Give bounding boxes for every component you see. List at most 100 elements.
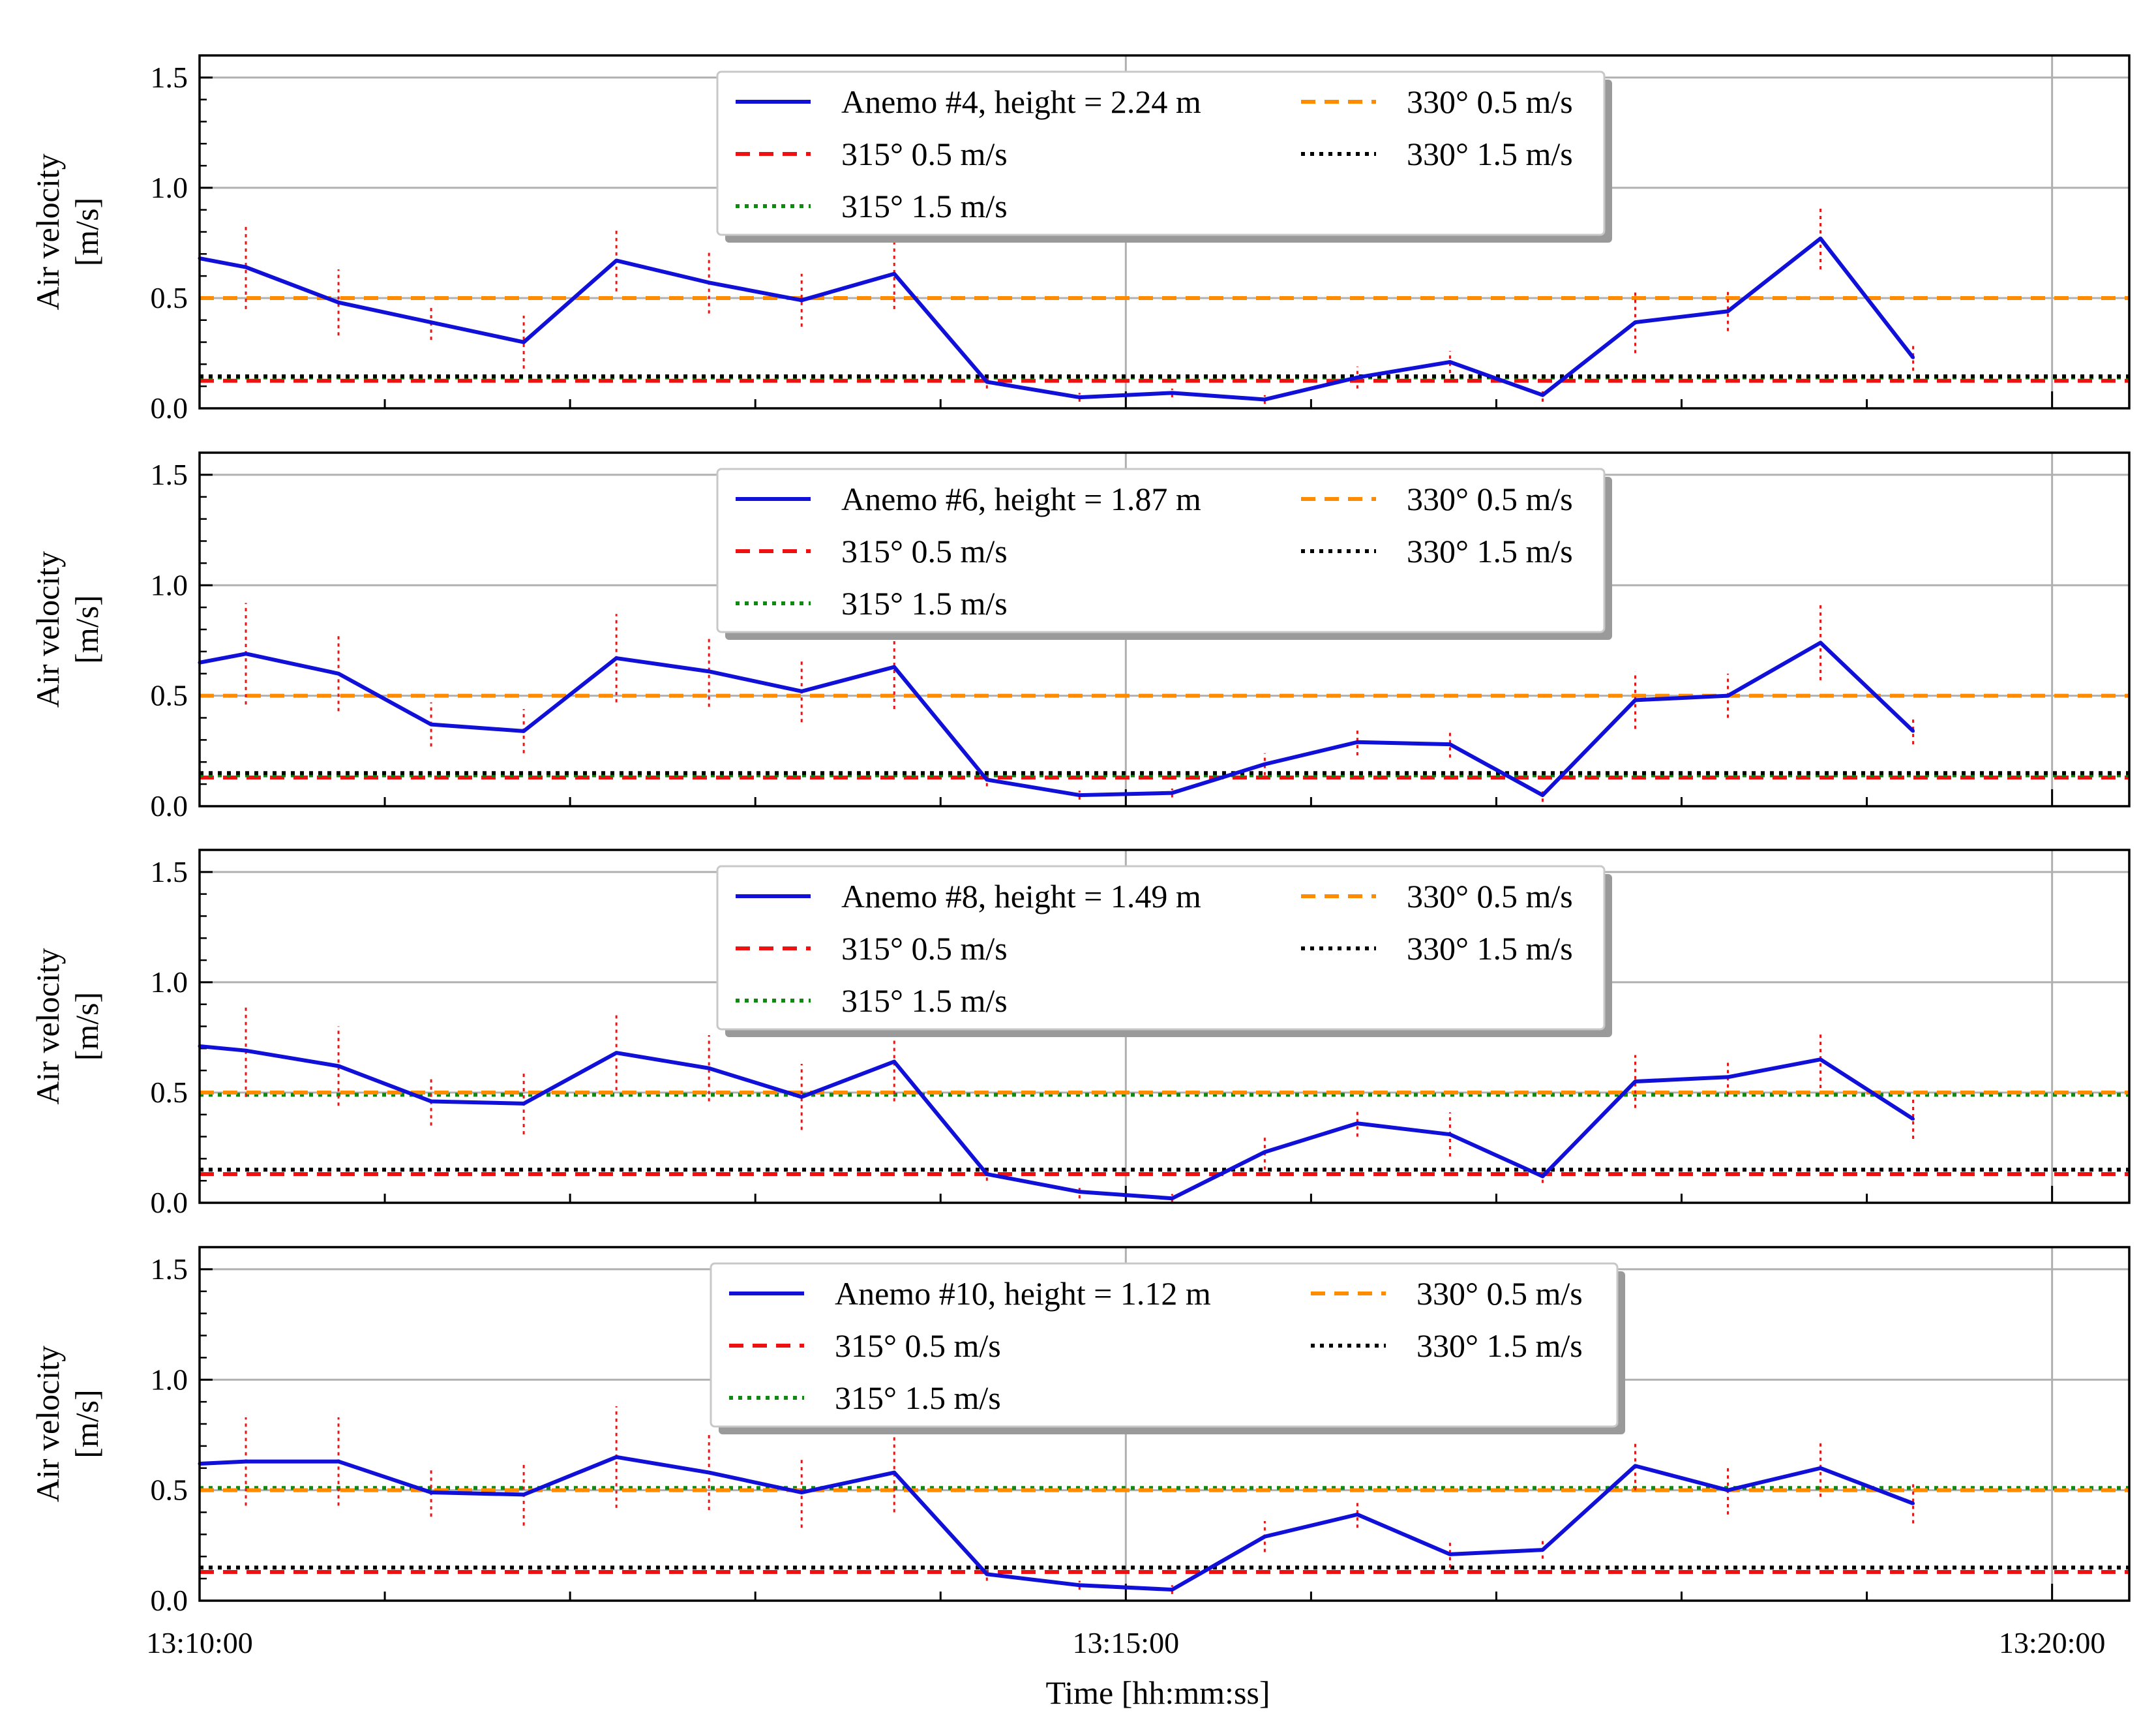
- legend-label: 330° 1.5 m/s: [1407, 930, 1573, 967]
- data-point: [337, 1064, 340, 1068]
- measured-series-line: [199, 1455, 1914, 1592]
- data-point: [1263, 1535, 1266, 1539]
- data-point: [1819, 1466, 1823, 1470]
- legend-label: 315° 0.5 m/s: [835, 1327, 1001, 1364]
- data-point: [1911, 1502, 1915, 1505]
- y-axis-label-line: Air velocity: [29, 1346, 66, 1502]
- chart-panel-1: 0.0 0.5 1.0 1.5 Air velocity[m/s] Anemo #4, h…: [29, 54, 2131, 425]
- legend-label: 330° 1.5 m/s: [1407, 136, 1573, 172]
- measured-series-line: [199, 1044, 1915, 1201]
- data-point: [1540, 1174, 1544, 1178]
- data-point: [800, 689, 803, 693]
- chart-panel-4: 0.0 0.5 1.0 1.5 Air velocity[m/s] Anemo #10, …: [29, 1246, 2131, 1617]
- data-point: [337, 672, 340, 676]
- data-point: [800, 1095, 803, 1099]
- legend-label: 315° 1.5 m/s: [841, 188, 1008, 224]
- data-point: [1263, 763, 1266, 766]
- data-point: [1448, 1552, 1452, 1556]
- data-point: [244, 652, 248, 656]
- data-point: [1819, 1057, 1823, 1061]
- y-tick-label: 0.5: [151, 1076, 188, 1109]
- legend-label: Anemo #10, height = 1.12 m: [835, 1275, 1211, 1312]
- y-axis-label: Air velocity[m/s]: [29, 551, 105, 708]
- y-tick-label: 1.0: [151, 171, 188, 204]
- axes-frame: [198, 54, 2131, 410]
- data-point: [707, 280, 711, 284]
- data-point: [892, 272, 896, 276]
- data-point: [1170, 1588, 1174, 1592]
- y-tick-label: 1.0: [151, 568, 188, 601]
- data-point: [707, 669, 711, 673]
- y-tick-label: 0.5: [151, 1473, 188, 1507]
- axes-frame: [198, 849, 2131, 1204]
- data-point: [1170, 1196, 1174, 1200]
- data-point: [1726, 694, 1730, 698]
- legend-label: 315° 1.5 m/s: [841, 585, 1008, 622]
- data-point: [244, 1460, 248, 1464]
- y-axis-label-line: [m/s]: [68, 1389, 105, 1458]
- y-axis-label: Air velocity[m/s]: [29, 1346, 105, 1502]
- data-point: [1911, 355, 1915, 359]
- legend-label: 330° 1.5 m/s: [1407, 533, 1573, 569]
- data-point: [1448, 742, 1452, 746]
- data-point: [1263, 1150, 1266, 1154]
- legend-label: 315° 1.5 m/s: [835, 1380, 1001, 1416]
- data-point: [985, 1172, 989, 1176]
- data-point: [1540, 393, 1544, 397]
- legend-label: 315° 0.5 m/s: [841, 533, 1008, 569]
- legend-label: 330° 0.5 m/s: [1407, 83, 1573, 120]
- data-point: [985, 380, 989, 384]
- y-tick-label: 0.0: [151, 1186, 188, 1219]
- axes-frame: [198, 451, 2131, 808]
- data-point: [1355, 1121, 1359, 1125]
- data-point: [1911, 729, 1915, 733]
- data-point: [985, 1572, 989, 1576]
- data-point: [1726, 1075, 1730, 1079]
- y-tick-label: 0.0: [151, 1584, 188, 1617]
- y-axis-label-line: Air velocity: [29, 948, 66, 1104]
- legend: Anemo #10, height = 1.12 m 315° 0.5 m/s 31…: [710, 1262, 1625, 1434]
- y-tick-label: 1.5: [151, 458, 188, 491]
- data-point: [1355, 376, 1359, 380]
- legend-label: 315° 0.5 m/s: [841, 136, 1008, 172]
- data-point: [1263, 397, 1266, 401]
- legend-label: 315° 0.5 m/s: [841, 930, 1008, 967]
- legend-label: 330° 0.5 m/s: [1416, 1275, 1583, 1312]
- data-point: [1633, 1464, 1637, 1468]
- data-point: [1077, 395, 1081, 399]
- data-point: [614, 1051, 618, 1055]
- data-point: [1170, 791, 1174, 795]
- data-point: [1355, 740, 1359, 744]
- legend-label: 315° 1.5 m/s: [841, 982, 1008, 1019]
- legend-box: [710, 1262, 1619, 1428]
- data-point: [1911, 1117, 1915, 1121]
- y-tick-label: 0.0: [151, 391, 188, 425]
- data-point: [429, 1099, 433, 1103]
- data-point: [1077, 1583, 1081, 1587]
- data-point: [522, 340, 526, 344]
- data-point: [429, 723, 433, 727]
- data-point: [614, 656, 618, 660]
- legend-box: [716, 468, 1606, 633]
- data-point: [1170, 391, 1174, 395]
- legend-label: Anemo #8, height = 1.49 m: [841, 878, 1201, 914]
- legend-label: Anemo #6, height = 1.87 m: [841, 481, 1201, 517]
- data-point: [1726, 309, 1730, 313]
- y-tick-label: 1.5: [151, 855, 188, 888]
- y-axis-label-line: [m/s]: [68, 992, 105, 1061]
- y-tick-label: 1.5: [151, 1252, 188, 1286]
- data-point: [892, 665, 896, 669]
- legend: Anemo #4, height = 2.24 m 315° 0.5 m/s 315…: [716, 70, 1612, 243]
- data-point: [800, 1490, 803, 1494]
- data-point: [429, 320, 433, 324]
- data-point: [614, 1455, 618, 1459]
- y-tick-label: 0.0: [151, 789, 188, 823]
- y-tick-label: 0.5: [151, 679, 188, 712]
- legend-label: 330° 0.5 m/s: [1407, 878, 1573, 914]
- data-point: [337, 301, 340, 305]
- y-axis-label: Air velocity[m/s]: [29, 153, 105, 310]
- data-point: [1448, 1132, 1452, 1136]
- legend-label: 330° 1.5 m/s: [1416, 1327, 1583, 1364]
- data-point: [985, 778, 989, 781]
- data-point: [429, 1490, 433, 1494]
